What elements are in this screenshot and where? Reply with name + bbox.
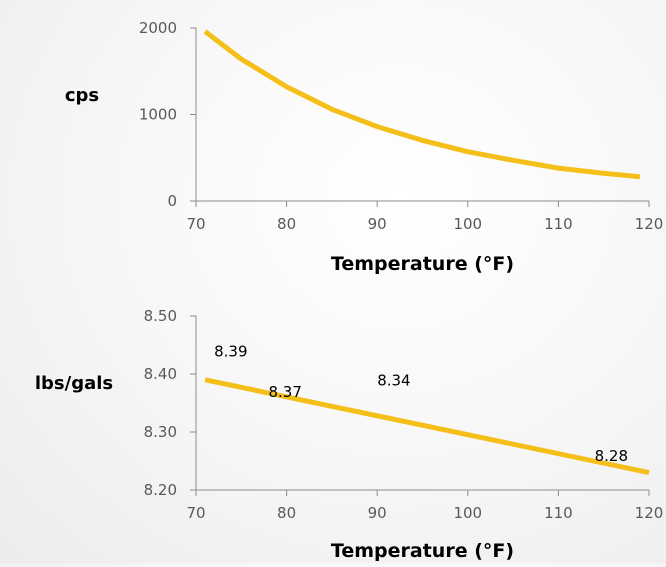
y-axis-title: lbs/gals (35, 373, 113, 394)
y-tick-label: 8.20 (144, 481, 177, 499)
x-tick-label: 80 (277, 215, 296, 233)
x-tick-label: 100 (453, 215, 482, 233)
x-tick-label: 90 (368, 215, 387, 233)
x-tick-label: 120 (635, 215, 664, 233)
y-tick-label: 1000 (139, 106, 177, 124)
x-tick-label: 70 (186, 504, 205, 522)
data-label: 8.37 (268, 383, 301, 401)
x-tick-label: 80 (277, 504, 296, 522)
x-tick-label: 90 (368, 504, 387, 522)
series-line (204, 377, 650, 476)
y-tick-label: 8.30 (144, 423, 177, 441)
x-axis-title: Temperature (°F) (331, 540, 514, 562)
density-chart: 70 80 90 100 110 120 8.20 8.30 8.40 8.50 8.39 8.37 8… (35, 307, 663, 562)
viscosity-chart: 70 80 90 100 110 120 0 1000 2000 Temperature (°F)… (65, 19, 663, 275)
y-tick-label: 2000 (139, 19, 177, 37)
data-label: 8.34 (377, 372, 410, 390)
y-tick-label: 8.50 (144, 307, 177, 325)
y-tick-label: 0 (167, 192, 177, 210)
data-label: 8.28 (595, 447, 628, 465)
x-tick-label: 120 (635, 504, 664, 522)
x-tick-label: 100 (453, 504, 482, 522)
x-tick-label: 110 (544, 504, 573, 522)
data-label: 8.39 (214, 343, 247, 361)
y-axis-title: cps (65, 85, 99, 106)
x-axis-title: Temperature (°F) (331, 253, 514, 275)
x-tick-label: 110 (544, 215, 573, 233)
series-line (203, 29, 641, 180)
x-tick-label: 70 (186, 215, 205, 233)
y-tick-label: 8.40 (144, 365, 177, 383)
